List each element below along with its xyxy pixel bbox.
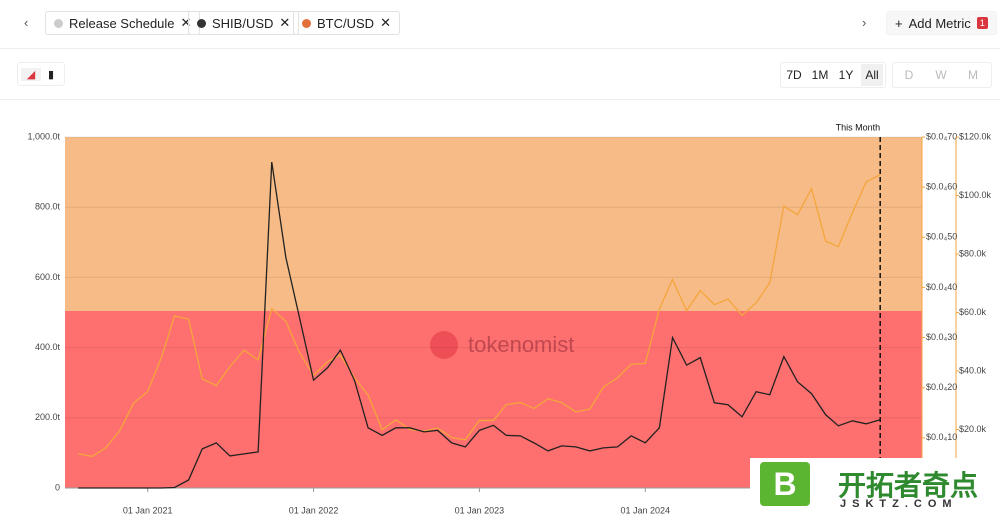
chart-type[interactable]: ◢ ▮ — [17, 62, 65, 86]
next-button[interactable]: › — [862, 15, 867, 30]
band-upper — [65, 137, 922, 311]
watermark: tokenomist — [468, 332, 574, 357]
toolbar: ◢ ▮ 7D 1M 1Y All D W M — [0, 49, 1000, 100]
logo-overlay: B 开拓者奇点 JSKTZ.COM — [750, 458, 1000, 518]
y2-tick-label: $0.0₄60 — [926, 182, 957, 192]
toggle-button[interactable]: 7D — [786, 68, 802, 82]
badge: 1 — [976, 17, 988, 29]
metric-bar: ‹ Release Schedule ✕ SHIB/USD ✕ BTC/USD ✕ ›… — [0, 0, 1000, 49]
range-group: 7D 1M 1Y All — [780, 62, 886, 88]
toggle-button[interactable]: W — [935, 68, 947, 82]
y3-tick-label: $80.0k — [959, 248, 987, 258]
toggle-button[interactable]: M — [968, 68, 978, 82]
y2-tick-label: $0.0₄40 — [926, 282, 957, 292]
y-tick-label: 200.0t — [35, 412, 61, 422]
prev-button[interactable]: ‹ — [24, 15, 29, 30]
y-tick-label: 400.0t — [35, 342, 61, 352]
y3-tick-label: $120.0k — [959, 131, 992, 141]
x-tick-label: 01 Jan 2023 — [455, 505, 505, 515]
y2-tick-label: $0.0₄50 — [926, 232, 957, 242]
y3-tick-label: $60.0k — [959, 307, 987, 317]
y2-tick-label: $0.0₄30 — [926, 332, 957, 342]
x-tick-label: 01 Jan 2022 — [289, 505, 339, 515]
x-tick-label: 01 Jan 2024 — [620, 505, 670, 515]
watermark-icon — [430, 331, 458, 359]
logo-mark: B — [760, 462, 810, 506]
y2-tick-label: $0.0₄20 — [926, 382, 957, 392]
y3-tick-label: $20.0k — [959, 424, 987, 434]
y-tick-label: 1,000.0t — [27, 131, 60, 141]
y2-tick-label: $0.0₄70 — [926, 131, 957, 141]
logo-name: 开拓者奇点 — [838, 470, 979, 501]
logo-url: JSKTZ.COM — [840, 498, 958, 510]
y2-tick-label: $0.0₄10 — [926, 432, 957, 442]
tab-label: Release Schedule — [69, 15, 175, 31]
y3-tick-label: $40.0k — [959, 365, 987, 375]
y-tick-label: 600.0t — [35, 272, 61, 282]
tab-label: SHIB/USD — [212, 15, 274, 31]
add-metric-label: Add Metric — [908, 15, 971, 31]
toggle-button[interactable]: 1Y — [838, 68, 854, 82]
toggle-button[interactable]: 1M — [811, 68, 829, 82]
tab-label: BTC/USD — [317, 15, 375, 31]
y3-tick-label: $100.0k — [959, 190, 992, 200]
x-tick-label: 01 Jan 2021 — [123, 505, 173, 515]
y-tick-label: 0 — [55, 482, 60, 492]
series-line — [78, 174, 881, 458]
y-tick-label: 800.0t — [35, 202, 61, 212]
toggle-button[interactable]: All — [861, 64, 883, 86]
toggle-button[interactable]: D — [904, 68, 914, 82]
tab[interactable]: SHIB/USD ✕ — [188, 11, 300, 35]
tab[interactable]: Release Schedule ✕ — [45, 11, 201, 35]
tab[interactable]: BTC/USD ✕ — [293, 11, 400, 35]
series-line — [78, 161, 881, 489]
annotation: This Month — [836, 122, 881, 132]
add-metric[interactable]: + Add Metric 1 — [886, 11, 997, 35]
